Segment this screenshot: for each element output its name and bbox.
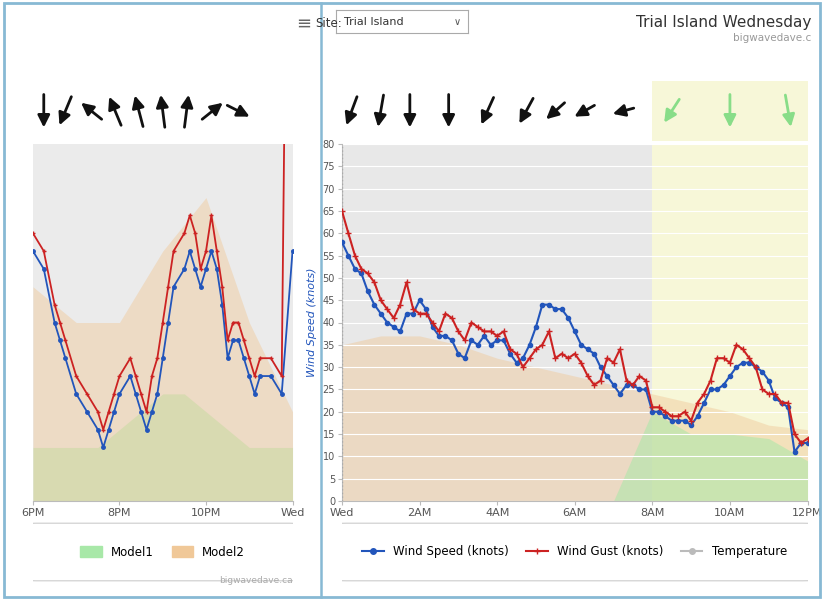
Text: ∨: ∨: [454, 17, 461, 26]
Bar: [653, 81, 808, 141]
Text: Trial Island: Trial Island: [344, 17, 404, 26]
Text: bigwavedave.c: bigwavedave.c: [733, 33, 812, 43]
Text: Trial Island Wednesday: Trial Island Wednesday: [636, 15, 812, 30]
FancyBboxPatch shape: [333, 523, 817, 581]
Text: Site:: Site:: [315, 17, 341, 30]
FancyBboxPatch shape: [28, 523, 297, 581]
Bar: [653, 144, 808, 501]
Legend: Wind Speed (knots), Wind Gust (knots), Temperature: Wind Speed (knots), Wind Gust (knots), T…: [358, 541, 792, 563]
Text: ≡: ≡: [296, 15, 311, 33]
Y-axis label: Wind Speed (knots): Wind Speed (knots): [307, 268, 317, 377]
Legend: Model1, Model2: Model1, Model2: [76, 541, 250, 563]
Text: bigwavedave.ca: bigwavedave.ca: [219, 576, 293, 585]
